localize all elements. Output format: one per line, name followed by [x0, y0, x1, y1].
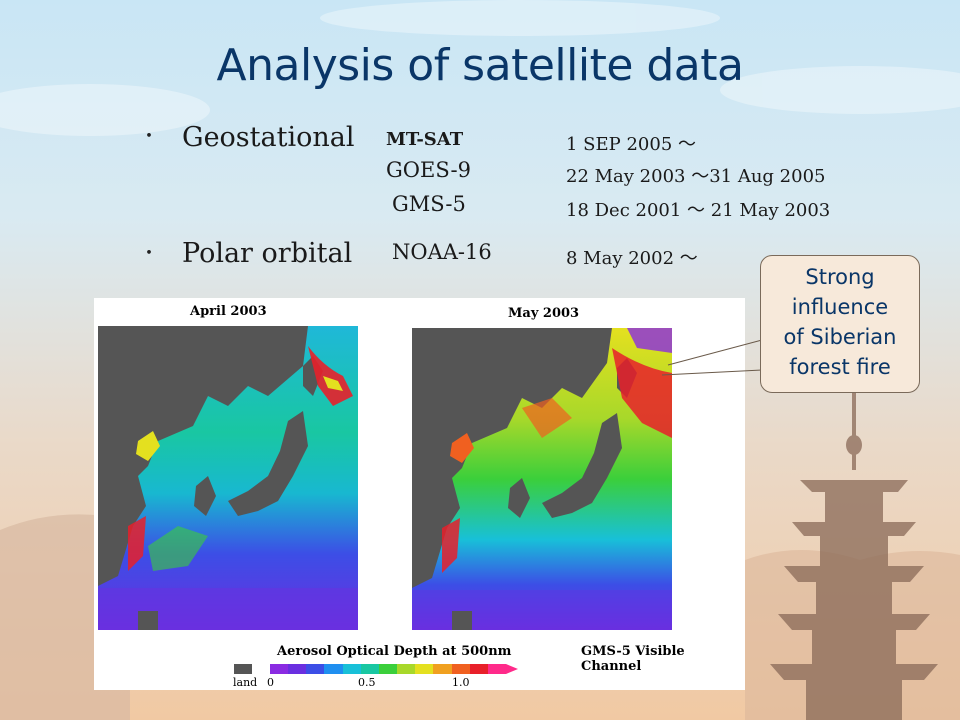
- legend-title: Aerosol Optical Depth at 500nm: [277, 644, 512, 659]
- legend-color-swatch: [288, 664, 307, 674]
- satellite-period-goes9: 22 May 2003 ～31 Aug 2005: [566, 166, 826, 187]
- callout-siberian-fire: Strong influence of Siberian forest fire: [760, 255, 920, 393]
- legend-color-swatch: [342, 664, 361, 674]
- slide-title: Analysis of satellite data: [216, 40, 744, 91]
- legend-color-swatch: [487, 664, 507, 674]
- cloud-shapes: [0, 0, 960, 136]
- legend-tick-0-5: 0.5: [358, 676, 376, 689]
- satellite-period-noaa16: 8 May 2002 ～: [566, 248, 698, 269]
- satellite-name-gms5: GMS-5: [392, 192, 466, 216]
- legend-source: GMS-5 Visible Channel: [581, 644, 685, 674]
- legend-arrow-icon: [506, 664, 518, 674]
- legend-color-swatch: [270, 664, 289, 674]
- aerosol-map-april: [98, 326, 358, 630]
- callout-line: forest fire: [789, 355, 891, 379]
- geostational-label: Geostational: [182, 122, 355, 153]
- callout-line: Strong: [805, 265, 875, 289]
- callout-line: of Siberian: [783, 325, 897, 349]
- satellite-period-gms5: 18 Dec 2001 ～ 21 May 2003: [566, 200, 831, 221]
- satellite-name-mtsat: MT-SAT: [386, 129, 464, 150]
- callout-line: influence: [791, 295, 889, 319]
- legend-color-swatch: [306, 664, 325, 674]
- satellite-period-mtsat: 1 SEP 2005 ～: [566, 134, 697, 155]
- map-title-may: May 2003: [508, 306, 580, 321]
- satellite-name-goes9: GOES-9: [386, 158, 471, 182]
- aerosol-map-may: [412, 328, 672, 630]
- legend-color-swatch: [360, 664, 379, 674]
- aerosol-maps-panel: April 2003 May 2003: [94, 298, 745, 690]
- legend-color-swatch: [433, 664, 452, 674]
- pagoda-icon: [770, 380, 938, 720]
- map-title-april: April 2003: [190, 304, 267, 319]
- legend-color-swatch: [451, 664, 470, 674]
- legend-land-label: land: [233, 676, 258, 689]
- legend-color-swatch: [378, 664, 398, 674]
- legend-tick-1-0: 1.0: [452, 676, 470, 689]
- bullet-icon: ・: [140, 243, 158, 264]
- satellite-name-noaa16: NOAA-16: [392, 240, 492, 264]
- legend-color-swatch: [397, 664, 416, 674]
- legend-land-swatch: [234, 664, 252, 674]
- legend-color-swatch: [324, 664, 343, 674]
- legend-tick-0: 0: [267, 676, 274, 689]
- legend-color-swatch: [469, 664, 488, 674]
- bullet-icon: ・: [140, 126, 158, 147]
- polar-label: Polar orbital: [182, 238, 353, 269]
- legend-color-swatch: [415, 664, 434, 674]
- legend-colorbar: [270, 664, 507, 674]
